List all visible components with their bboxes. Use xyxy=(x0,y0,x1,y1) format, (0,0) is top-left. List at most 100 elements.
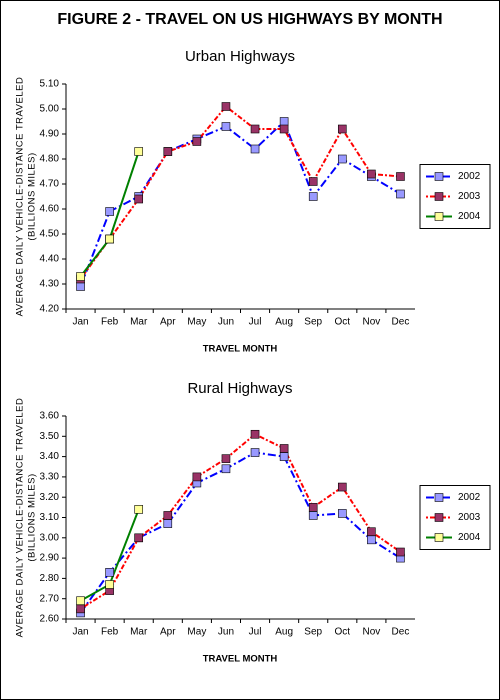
marker xyxy=(76,596,85,606)
marker xyxy=(396,189,405,199)
y-tick-label: 5.10 xyxy=(40,79,60,90)
y-axis-label: (BILLIONS MILES) xyxy=(27,152,38,240)
marker xyxy=(337,124,347,134)
plot-area xyxy=(66,416,415,619)
marker xyxy=(337,482,347,492)
x-tick-label: Dec xyxy=(392,627,410,638)
x-tick-label: Oct xyxy=(335,317,351,328)
legend-label: 2004 xyxy=(458,211,481,222)
legend-label: 2003 xyxy=(458,512,481,523)
legend-label: 2002 xyxy=(458,171,481,182)
marker xyxy=(250,144,260,154)
marker xyxy=(221,454,231,463)
marker xyxy=(308,177,318,186)
marker xyxy=(250,429,260,439)
marker xyxy=(221,102,231,111)
x-tick-label: Oct xyxy=(335,627,351,638)
x-tick-label: Jul xyxy=(249,317,262,328)
chart-title: Urban Highways xyxy=(185,48,295,65)
legend-label: 2002 xyxy=(458,492,481,503)
legend-marker xyxy=(434,493,444,502)
legend-marker xyxy=(434,212,444,221)
x-tick-label: Feb xyxy=(101,317,119,328)
y-tick-label: 4.50 xyxy=(40,229,60,240)
marker xyxy=(396,172,405,181)
y-tick-label: 3.50 xyxy=(40,431,60,442)
y-tick-label: 3.40 xyxy=(40,451,60,462)
y-tick-label: 2.80 xyxy=(40,573,60,584)
x-axis-label: TRAVEL MONTH xyxy=(203,654,278,665)
marker xyxy=(134,194,144,204)
marker xyxy=(192,472,202,482)
legend-label: 2004 xyxy=(458,532,481,543)
x-tick-label: Mar xyxy=(130,317,148,328)
marker xyxy=(279,452,289,461)
marker xyxy=(163,147,173,156)
marker xyxy=(250,124,260,134)
x-tick-label: May xyxy=(187,627,206,638)
marker xyxy=(163,511,173,520)
series-line xyxy=(79,451,401,614)
x-tick-label: Sep xyxy=(304,627,322,638)
y-axis-label: (BILLIONS MILES) xyxy=(27,473,38,561)
y-tick-label: 4.60 xyxy=(40,204,60,215)
legend-marker xyxy=(434,172,444,181)
x-tick-label: Jan xyxy=(72,317,88,328)
y-tick-label: 2.90 xyxy=(40,553,60,564)
marker xyxy=(76,282,85,291)
marker xyxy=(279,117,289,126)
y-tick-label: 4.70 xyxy=(40,179,60,190)
y-tick-label: 3.00 xyxy=(40,532,60,543)
marker xyxy=(337,154,347,164)
y-axis-label: AVERAGE DAILY VEHICLE-DISTANCE TRAVELED xyxy=(15,398,26,638)
marker xyxy=(105,580,114,589)
series-line xyxy=(79,105,401,280)
x-tick-label: Feb xyxy=(101,627,119,638)
y-tick-label: 3.30 xyxy=(40,472,60,483)
marker xyxy=(367,169,376,179)
marker xyxy=(367,527,376,537)
y-axis-label: AVERAGE DAILY VEHICLE-DISTANCE TRAVELED xyxy=(15,77,26,317)
series-line xyxy=(79,119,401,287)
marker xyxy=(308,192,318,201)
marker xyxy=(105,234,114,244)
y-tick-label: 2.60 xyxy=(40,614,60,625)
y-tick-label: 2.70 xyxy=(40,593,60,604)
x-axis-label: TRAVEL MONTH xyxy=(203,344,278,355)
marker xyxy=(308,503,318,512)
marker xyxy=(221,122,231,131)
x-tick-label: Aug xyxy=(275,627,293,638)
marker xyxy=(134,147,144,156)
marker xyxy=(134,505,144,514)
x-tick-label: Jan xyxy=(72,627,88,638)
y-tick-label: 3.20 xyxy=(40,492,60,503)
x-tick-label: Nov xyxy=(362,627,380,638)
marker xyxy=(367,535,376,545)
marker xyxy=(192,137,202,146)
marker xyxy=(76,604,85,614)
marker xyxy=(337,509,347,518)
marker xyxy=(105,568,114,577)
figure-title: FIGURE 2 - TRAVEL ON US HIGHWAYS BY MONT… xyxy=(57,11,442,28)
marker xyxy=(279,444,289,453)
y-tick-label: 3.60 xyxy=(40,411,60,422)
x-tick-label: Nov xyxy=(362,317,380,328)
x-tick-label: Mar xyxy=(130,627,148,638)
legend-label: 2003 xyxy=(458,191,481,202)
x-tick-label: Aug xyxy=(275,317,293,328)
series-line xyxy=(80,433,402,610)
marker xyxy=(221,464,231,474)
y-tick-label: 4.90 xyxy=(40,129,60,140)
x-tick-label: Dec xyxy=(392,317,410,328)
marker xyxy=(279,124,289,134)
chart-title: Rural Highways xyxy=(187,380,292,397)
y-tick-label: 5.00 xyxy=(40,104,60,115)
x-tick-label: Apr xyxy=(160,317,176,328)
legend-marker xyxy=(434,513,444,522)
x-tick-label: Apr xyxy=(160,627,176,638)
x-tick-label: Jun xyxy=(218,317,234,328)
marker xyxy=(308,511,318,520)
marker xyxy=(134,533,144,543)
x-tick-label: Jun xyxy=(218,627,234,638)
